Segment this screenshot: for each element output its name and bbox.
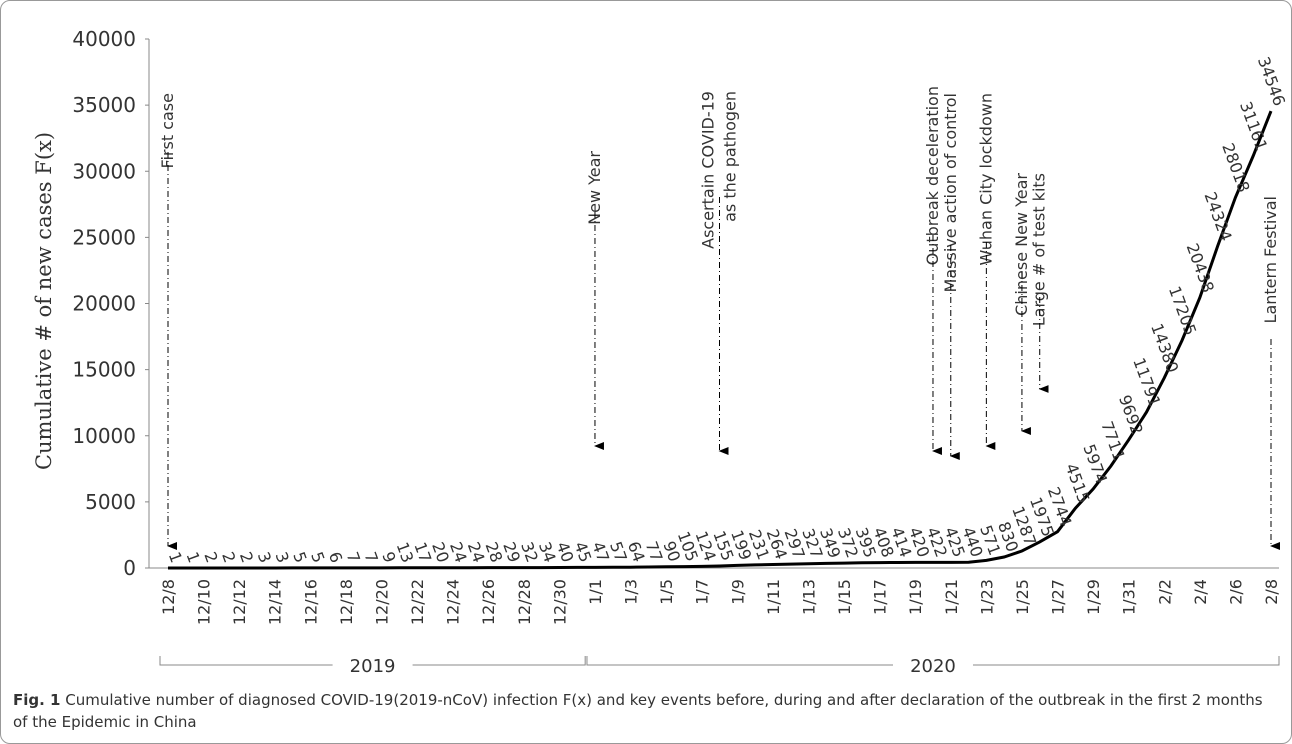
x-tick-label: 2/4 — [1191, 579, 1210, 605]
annotation-text: Massive action of control — [941, 93, 960, 292]
x-tick-label: 1/25 — [1013, 579, 1032, 615]
y-tick-label: 0 — [123, 556, 136, 580]
caption: Fig. 1 Cumulative number of diagnosed CO… — [13, 689, 1281, 733]
data-label: 7 — [360, 549, 381, 565]
data-label: 2 — [236, 549, 257, 565]
annotation-text: Wuhan City lockdown — [976, 93, 995, 265]
x-tick-label: 1/19 — [906, 579, 925, 615]
x-tick-label: 1/9 — [728, 579, 747, 605]
y-tick-label: 30000 — [72, 159, 136, 183]
caption-prefix: Fig. 1 — [13, 691, 61, 709]
x-tick-label: 12/14 — [266, 579, 285, 625]
data-line — [168, 110, 1273, 570]
y-tick-label: 10000 — [72, 424, 136, 448]
period-label: 2019 — [350, 656, 396, 677]
annotation-text: Outbreak deceleration — [923, 86, 942, 265]
data-label: 5 — [289, 549, 310, 565]
period-label: 2020 — [910, 656, 956, 677]
y-axis-label: Cumulative # of new cases F(x) — [32, 132, 56, 470]
chart: Cumulative # of new cases F(x) 0 5000 1000… — [32, 27, 1289, 677]
data-label: 6 — [325, 549, 346, 565]
annotation-text: Large # of test kits — [1030, 173, 1049, 326]
annotation-text: Lantern Festival — [1261, 196, 1280, 323]
x-tick-label: 1/13 — [799, 579, 818, 615]
x-tick-label: 1/23 — [977, 579, 996, 615]
annotation-text: New Year — [585, 151, 604, 225]
x-tick-label: 12/22 — [408, 579, 427, 625]
x-tick-label: 1/17 — [871, 579, 890, 615]
data-label: 2 — [218, 549, 239, 565]
annotation-text: Chinese New Year — [1012, 173, 1031, 316]
x-tick-label: 1/21 — [942, 579, 961, 615]
data-label: 1 — [165, 549, 186, 565]
x-tick-label: 1/15 — [835, 579, 854, 615]
annotation-text: as the pathogen — [721, 91, 740, 222]
data-label: 5 — [307, 549, 328, 565]
x-tick-label: 1/27 — [1049, 579, 1068, 615]
caption-text: Cumulative number of diagnosed COVID-19(… — [13, 691, 1263, 731]
data-label: 24324 — [1200, 189, 1235, 243]
data-label: 7 — [343, 549, 364, 565]
x-tick-label: 12/26 — [479, 579, 498, 625]
x-tick-label: 12/16 — [301, 579, 320, 625]
x-tick-label: 12/10 — [195, 579, 214, 625]
x-tick-label: 1/5 — [657, 579, 676, 605]
y-tick-label: 20000 — [72, 292, 136, 316]
x-tick-label: 12/24 — [444, 579, 463, 625]
annotation-text: First case — [158, 93, 177, 169]
x-tick-label: 12/28 — [515, 579, 534, 625]
data-label: 20438 — [1183, 241, 1218, 295]
y-tick-label: 25000 — [72, 225, 136, 249]
x-tick-label: 2/6 — [1226, 579, 1245, 605]
y-tick-label: 40000 — [72, 27, 136, 51]
x-tick-label: 2/8 — [1262, 579, 1281, 605]
x-tick-label: 12/30 — [550, 579, 569, 625]
period-bracket — [159, 656, 586, 666]
x-tick-label: 1/7 — [693, 579, 712, 605]
x-tick-label: 1/11 — [764, 579, 783, 615]
data-label: 1 — [183, 549, 204, 565]
data-label: 2 — [200, 549, 221, 565]
x-tick-label: 12/8 — [159, 579, 178, 615]
data-label: 3 — [254, 549, 275, 565]
x-tick-label: 12/12 — [230, 579, 249, 625]
data-label: 34546 — [1254, 54, 1289, 108]
period-bracket — [586, 656, 1280, 666]
annotation-text: Ascertain COVID-19 — [699, 91, 718, 249]
x-tick-label: 12/18 — [337, 579, 356, 625]
data-label: 3 — [271, 549, 292, 565]
x-tick-label: 2/2 — [1155, 579, 1174, 605]
x-tick-label: 1/31 — [1120, 579, 1139, 615]
y-tick-label: 35000 — [72, 93, 136, 117]
y-tick-label: 5000 — [85, 490, 136, 514]
y-tick-label: 15000 — [72, 358, 136, 382]
x-tick-label: 12/20 — [372, 579, 391, 625]
x-tick-label: 1/3 — [622, 579, 641, 605]
x-tick-label: 1/29 — [1084, 579, 1103, 615]
x-tick-label: 1/1 — [586, 579, 605, 605]
